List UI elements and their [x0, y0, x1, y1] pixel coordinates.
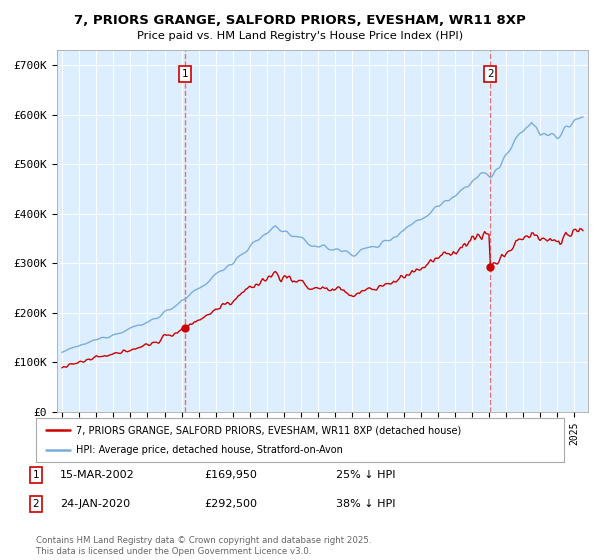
Text: Price paid vs. HM Land Registry's House Price Index (HPI): Price paid vs. HM Land Registry's House …: [137, 31, 463, 41]
Text: 38% ↓ HPI: 38% ↓ HPI: [336, 499, 395, 509]
Text: 2: 2: [487, 69, 493, 79]
Text: 7, PRIORS GRANGE, SALFORD PRIORS, EVESHAM, WR11 8XP (detached house): 7, PRIORS GRANGE, SALFORD PRIORS, EVESHA…: [76, 425, 461, 435]
Text: 1: 1: [182, 69, 188, 79]
Text: 7, PRIORS GRANGE, SALFORD PRIORS, EVESHAM, WR11 8XP: 7, PRIORS GRANGE, SALFORD PRIORS, EVESHA…: [74, 14, 526, 27]
Text: 25% ↓ HPI: 25% ↓ HPI: [336, 470, 395, 480]
Text: 24-JAN-2020: 24-JAN-2020: [60, 499, 130, 509]
Text: 15-MAR-2002: 15-MAR-2002: [60, 470, 135, 480]
Text: Contains HM Land Registry data © Crown copyright and database right 2025.
This d: Contains HM Land Registry data © Crown c…: [36, 536, 371, 556]
Text: 1: 1: [32, 470, 40, 480]
Text: HPI: Average price, detached house, Stratford-on-Avon: HPI: Average price, detached house, Stra…: [76, 445, 343, 455]
Text: £169,950: £169,950: [204, 470, 257, 480]
Text: 2: 2: [32, 499, 40, 509]
Text: £292,500: £292,500: [204, 499, 257, 509]
